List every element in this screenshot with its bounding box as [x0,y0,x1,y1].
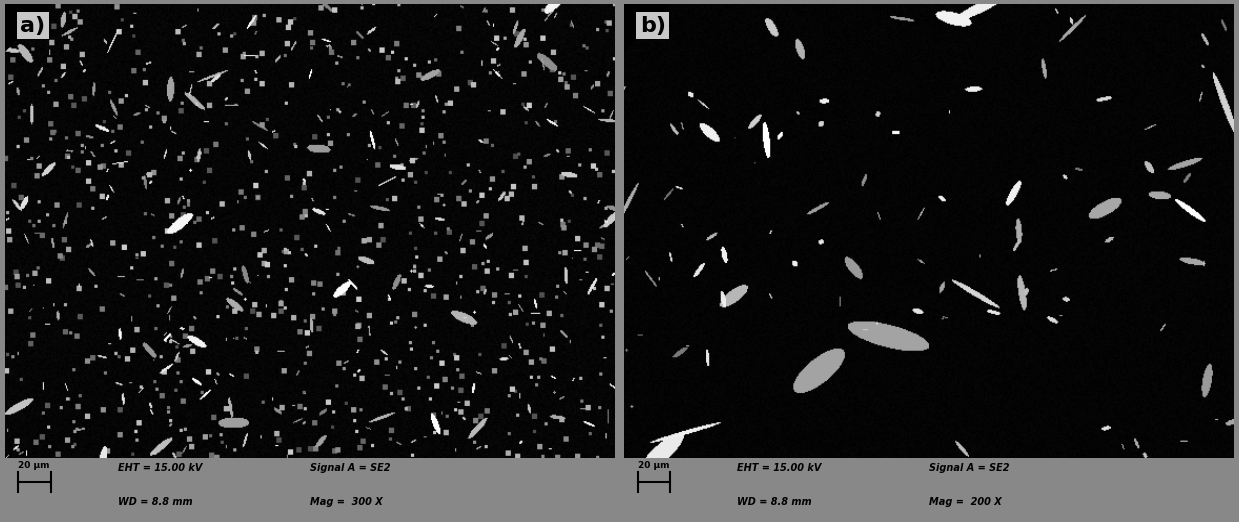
Text: Signal A = SE2: Signal A = SE2 [929,463,1010,473]
Text: Signal A = SE2: Signal A = SE2 [310,463,390,473]
Text: EHT = 15.00 kV: EHT = 15.00 kV [118,463,202,473]
Text: 20 μm: 20 μm [19,461,50,470]
Text: a): a) [20,16,46,35]
Text: WD = 8.8 mm: WD = 8.8 mm [737,496,812,506]
Polygon shape [5,4,51,52]
Polygon shape [624,4,670,52]
Text: EHT = 15.00 kV: EHT = 15.00 kV [737,463,821,473]
Text: Mag =  200 X: Mag = 200 X [929,496,1002,506]
Text: b): b) [639,16,665,35]
Text: WD = 8.8 mm: WD = 8.8 mm [118,496,192,506]
Text: 20 μm: 20 μm [638,461,669,470]
Text: Mag =  300 X: Mag = 300 X [310,496,383,506]
